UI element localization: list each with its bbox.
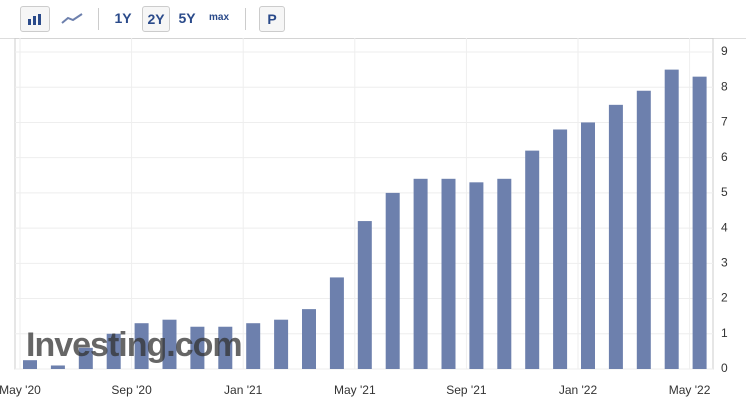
bar-chart-button[interactable]	[20, 6, 50, 32]
bar	[218, 326, 233, 369]
bar	[664, 69, 679, 369]
bar	[50, 365, 65, 369]
bar	[469, 182, 484, 369]
bar	[23, 360, 37, 369]
extra-button[interactable]: P	[259, 6, 285, 32]
bar	[329, 277, 344, 369]
range-button[interactable]: max	[208, 12, 229, 23]
bar	[608, 104, 623, 369]
bar	[78, 347, 93, 369]
y-tick-label: 6	[721, 150, 728, 164]
y-tick-label: 9	[721, 44, 728, 58]
bar	[385, 192, 400, 369]
bar	[134, 323, 149, 369]
x-tick-label: Jan '21	[224, 383, 263, 397]
range-button[interactable]: 5Y	[178, 10, 196, 26]
x-tick-label: Jan '22	[559, 383, 598, 397]
bar	[357, 221, 372, 369]
y-tick-label: 8	[721, 79, 728, 93]
bar	[692, 76, 707, 370]
bar	[636, 90, 651, 369]
bar	[413, 178, 428, 369]
bar	[162, 319, 177, 369]
y-tick-label: 2	[721, 291, 728, 305]
y-tick-label: 4	[721, 220, 728, 234]
bar	[106, 333, 121, 369]
bar	[302, 309, 316, 369]
bar	[497, 178, 512, 369]
y-tick-label: 5	[721, 185, 728, 199]
chart: 0 1 2 3 4 5 6 7 8 9 May '20 Sep '20 Jan '21 May '21 Se…	[0, 38, 728, 397]
bar	[553, 129, 568, 369]
x-tick-label: Sep '20	[111, 383, 152, 397]
bar	[274, 319, 289, 369]
y-tick-label: 7	[721, 115, 728, 129]
x-tick-label: May '20	[0, 383, 41, 397]
watermark: Investing.com	[26, 326, 242, 364]
line-chart-button[interactable]	[58, 6, 86, 30]
bar	[190, 326, 205, 369]
bar	[441, 178, 456, 369]
x-tick-label: Sep '21	[446, 383, 487, 397]
x-tick-label: May '22	[669, 383, 711, 397]
bar	[525, 150, 540, 369]
range-button[interactable]: 1Y	[114, 10, 132, 26]
x-tick-label: May '21	[334, 383, 376, 397]
y-tick-label: 0	[721, 361, 728, 375]
bar	[246, 323, 261, 369]
range-button[interactable]: 2Y	[142, 6, 170, 32]
y-tick-label: 3	[721, 256, 728, 270]
toolbar: 1Y 2Y 5Y max P	[0, 0, 746, 39]
y-tick-label: 1	[721, 326, 728, 340]
bar	[581, 122, 595, 369]
